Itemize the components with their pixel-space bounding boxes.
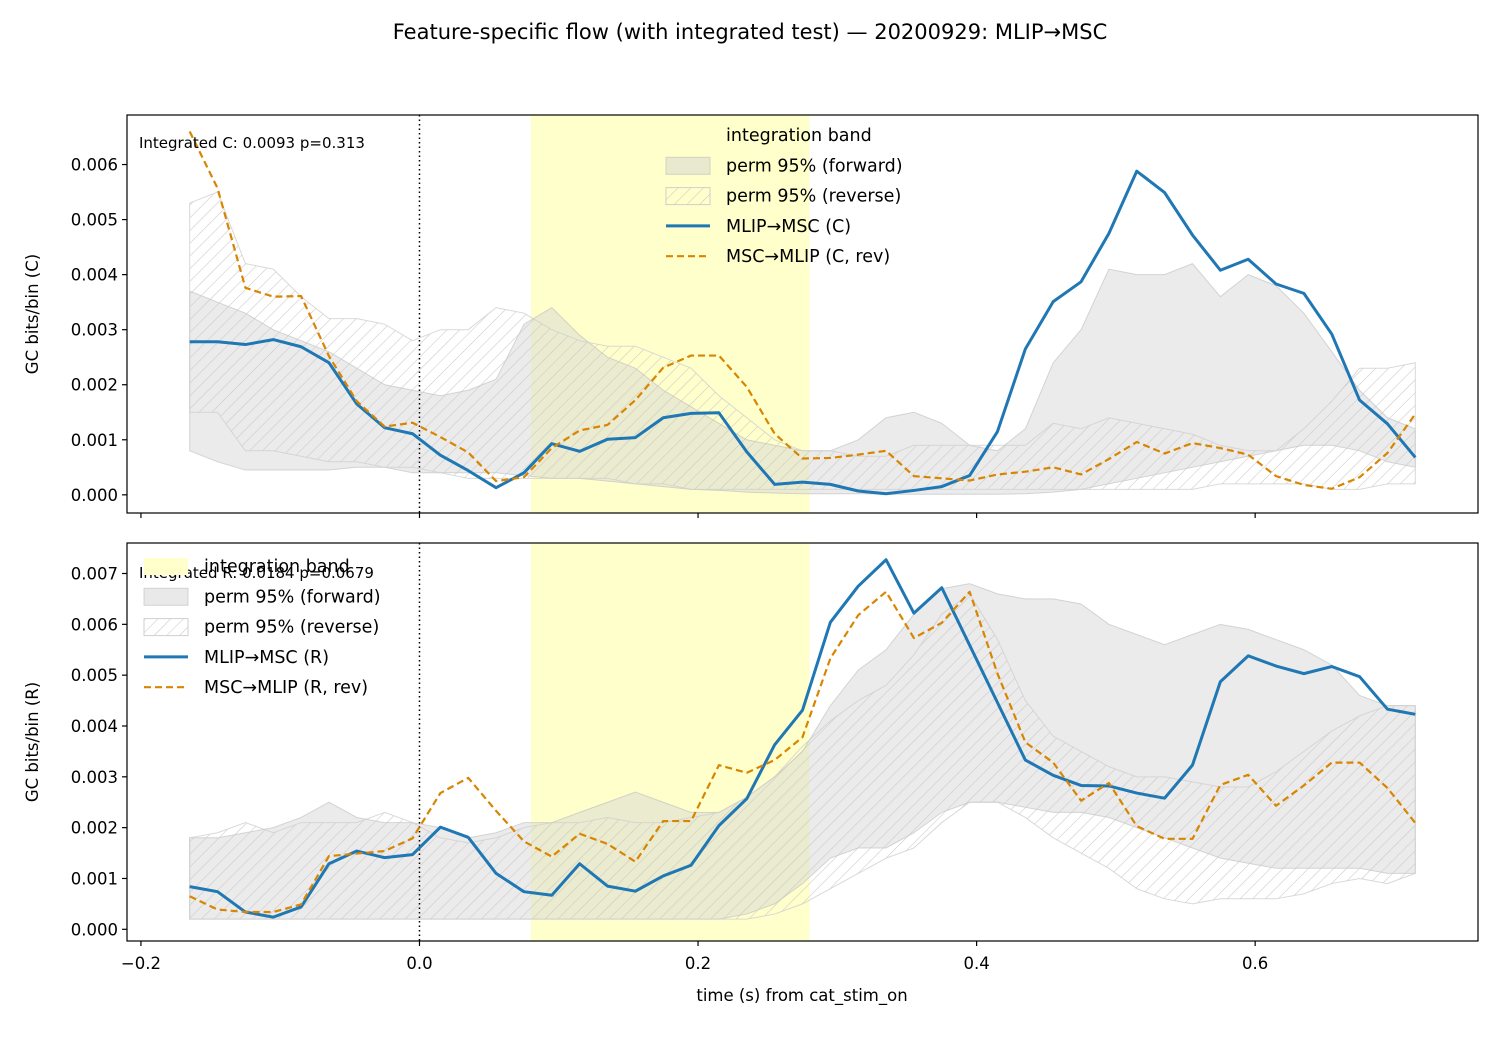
legend-swatch-integration-band [144,558,188,575]
top-panel: 0.000 0.001 0.002 0.003 0.004 0.005 0.006 GC bi… [23,114,1479,518]
y-tick-label: 0.000 [71,486,118,505]
y-axis-label: GC bits/bin (R) [23,682,42,802]
series-forward-line [189,169,1417,496]
y-tick-label: 0.006 [71,156,118,175]
legend-label: perm 95% (reverse) [726,187,901,207]
legend-label: integration band [726,126,872,146]
legend-label: MLIP→MSC (C) [726,217,851,237]
legend-label: perm 95% (forward) [204,587,381,607]
x-tick-label: −0.2 [121,954,161,973]
y-tick-label: 0.002 [71,376,118,395]
x-axis-label: time (s) from cat_stim_on [696,986,907,1006]
legend-label: perm 95% (reverse) [204,618,379,638]
y-axis-label: GC bits/bin (C) [23,254,42,374]
figure-title: Feature-specific flow (with integrated t… [393,20,1107,44]
series-reverse-line [188,131,1417,490]
series-forward-line [189,558,1416,919]
bottom-panel: 0.000 0.001 0.002 0.003 0.004 0.005 0.006 0.007… [23,542,1479,973]
axes-frame [126,542,1479,942]
integrated-annotation: Integrated C: 0.0093 p=0.313 [139,134,365,152]
integrated-annotation: Integrated R: 0.0184 p=0.0679 [139,564,374,582]
y-tick-label: 0.001 [71,431,118,450]
legend-label: MLIP→MSC (R) [204,648,329,668]
legend-swatch-perm-forward [665,156,711,175]
x-tick-label: 0.6 [1242,954,1268,973]
legend-swatch-perm-reverse [143,618,189,637]
y-tick-label: 0.007 [71,564,118,583]
legend-label: MSC→MLIP (R, rev) [204,678,368,698]
y-tick-label: 0.001 [71,869,118,888]
y-tick-label: 0.002 [71,819,118,838]
legend-label: integration band [204,557,350,577]
legend-swatch-perm-forward [143,587,189,606]
x-tick-label: 0.0 [406,954,432,973]
x-tick-label: 0.4 [963,954,989,973]
y-tick-label: 0.000 [71,920,118,939]
plot-area [188,115,1417,513]
legend: integration band perm 95% (forward) perm 9… [665,126,903,267]
y-tick-label: 0.004 [71,266,118,285]
legend-swatch-perm-reverse [665,187,711,206]
legend-swatch-integration-band [666,127,710,144]
x-tick-label: 0.2 [685,954,711,973]
y-tick-label: 0.006 [71,615,118,634]
y-tick-label: 0.004 [71,717,118,736]
plot-area [189,543,1417,941]
y-tick-label: 0.005 [71,211,118,230]
perm-reverse-band [189,593,1416,920]
perm-reverse-band [189,191,1416,490]
legend-label: perm 95% (forward) [726,156,903,176]
y-tick-label: 0.005 [71,666,118,685]
y-tick-label: 0.003 [71,321,118,340]
legend-label: MSC→MLIP (C, rev) [726,247,890,267]
y-tick-label: 0.003 [71,768,118,787]
legend: integration band perm 95% (forward) perm 9… [143,557,381,698]
axes-frame [126,114,1479,514]
series-reverse-line [189,590,1417,914]
